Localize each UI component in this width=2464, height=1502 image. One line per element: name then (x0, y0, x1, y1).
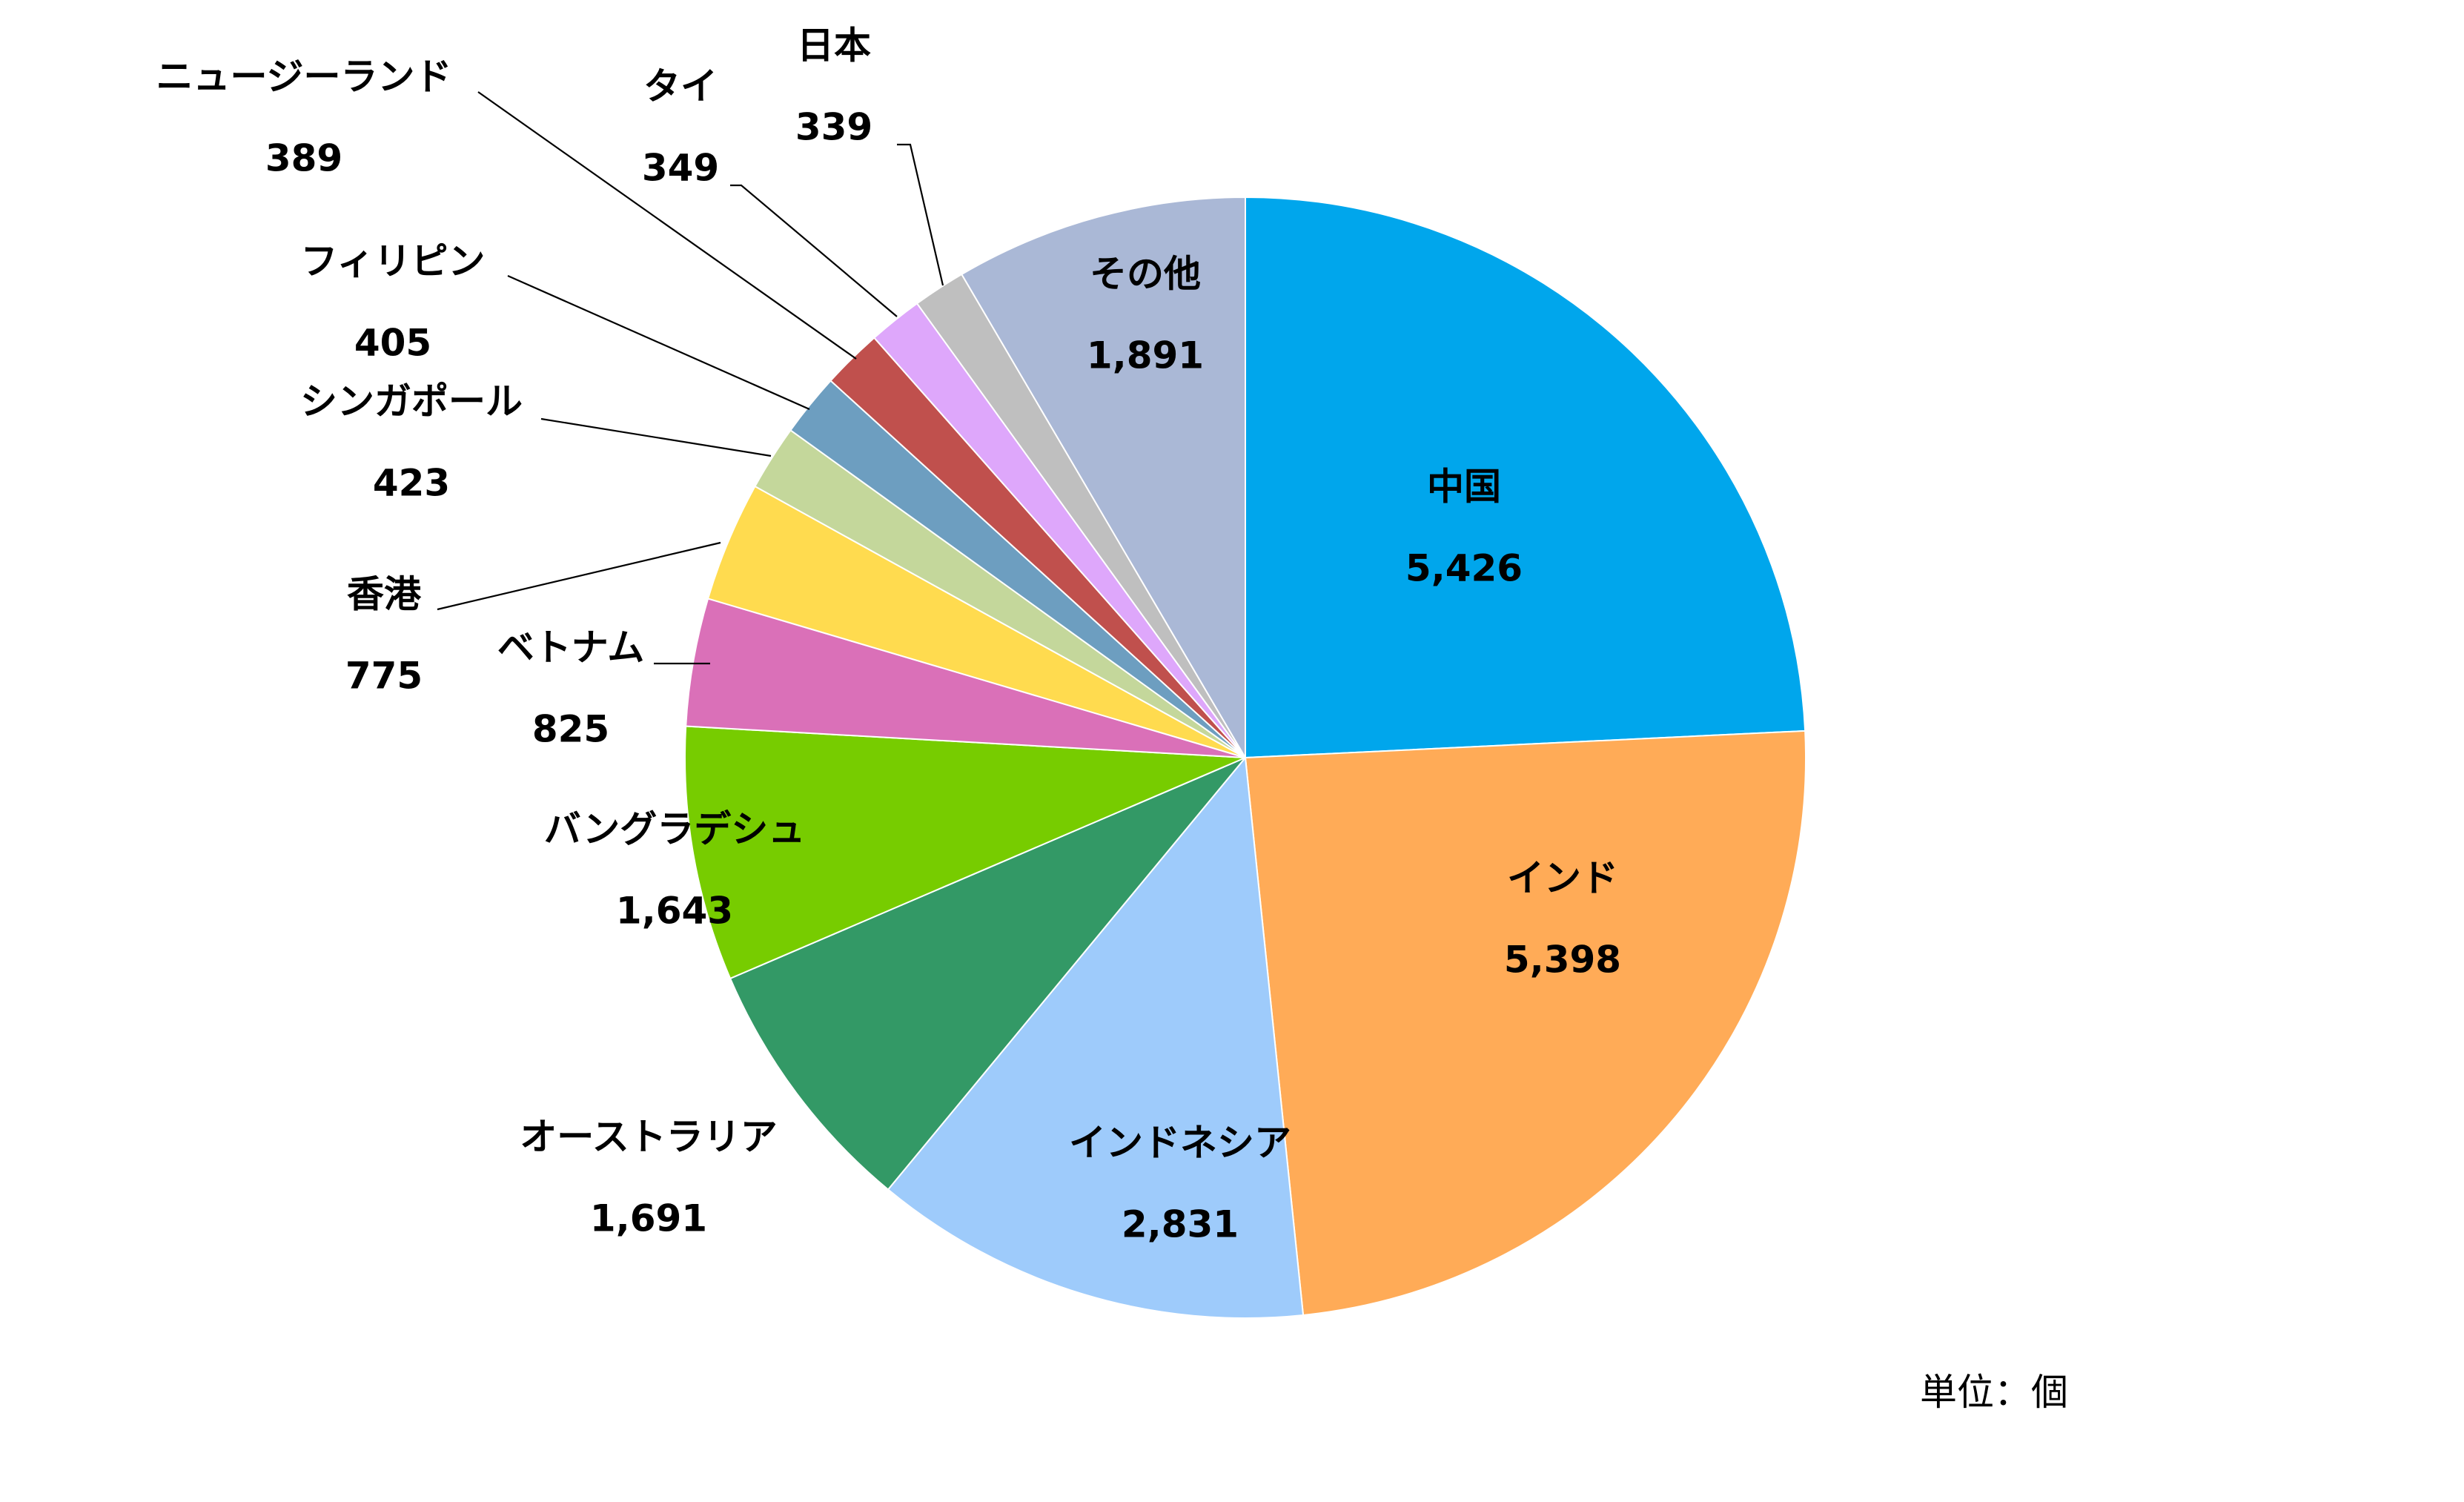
leader-line (507, 274, 810, 411)
pie-slice (887, 755, 1305, 1319)
slice-name-label: オーストラリア (520, 1116, 778, 1159)
leader-lines (437, 91, 944, 665)
slice-name-label: インドネシア (1069, 1122, 1291, 1165)
leader-line (437, 541, 721, 611)
pie-slice (1244, 730, 1806, 1317)
slice-value-label: 2,831 (1122, 1203, 1239, 1246)
pie-slice (729, 757, 1246, 1191)
slice-name-label: タイ (643, 65, 718, 108)
slice-value-label: 389 (265, 137, 342, 180)
slice-value-label: 5,426 (1405, 547, 1523, 590)
slice-name-label: その他 (1090, 253, 1201, 296)
slice-value-label: 825 (532, 708, 609, 751)
slice-name-label: フィリピン (301, 240, 486, 283)
slice-value-label: 405 (354, 322, 431, 365)
slice-name-label: ニュージーランド (156, 56, 452, 99)
slice-value-label: 1,891 (1087, 334, 1204, 377)
slice-name-label: ベトナム (497, 626, 645, 669)
slice-value-label: 339 (795, 106, 872, 149)
pie-slice (683, 725, 1246, 980)
slice-value-label: 349 (642, 147, 719, 190)
slice-value-label: 775 (345, 655, 423, 698)
slice-value-label: 1,691 (590, 1197, 707, 1240)
pie-slice (960, 196, 1246, 761)
slice-labels: 中国 5,426 インド 5,398 インドネシア 2,831 オーストラリア 1,691 バン… (156, 24, 1622, 1246)
slice-name-label: 中国 (1427, 466, 1501, 509)
leader-line (477, 91, 857, 360)
leader-line (730, 184, 898, 317)
slice-name-label: 香港 (347, 573, 422, 616)
slice-name-label: インド (1507, 857, 1618, 900)
leader-line (540, 417, 772, 457)
slice-name-label: シンガポール (300, 380, 523, 423)
slice-value-label: 1,643 (616, 890, 733, 933)
pie-slice (1245, 196, 1806, 759)
slice-name-label: 日本 (797, 24, 871, 67)
slice-name-label: バングラデシュ (544, 808, 806, 851)
pie-slices (683, 196, 1806, 1319)
leader-line (897, 143, 944, 286)
slice-value-label: 5,398 (1504, 939, 1621, 982)
unit-note: 単位：個 (1920, 1371, 2068, 1414)
slice-value-label: 423 (373, 462, 450, 505)
